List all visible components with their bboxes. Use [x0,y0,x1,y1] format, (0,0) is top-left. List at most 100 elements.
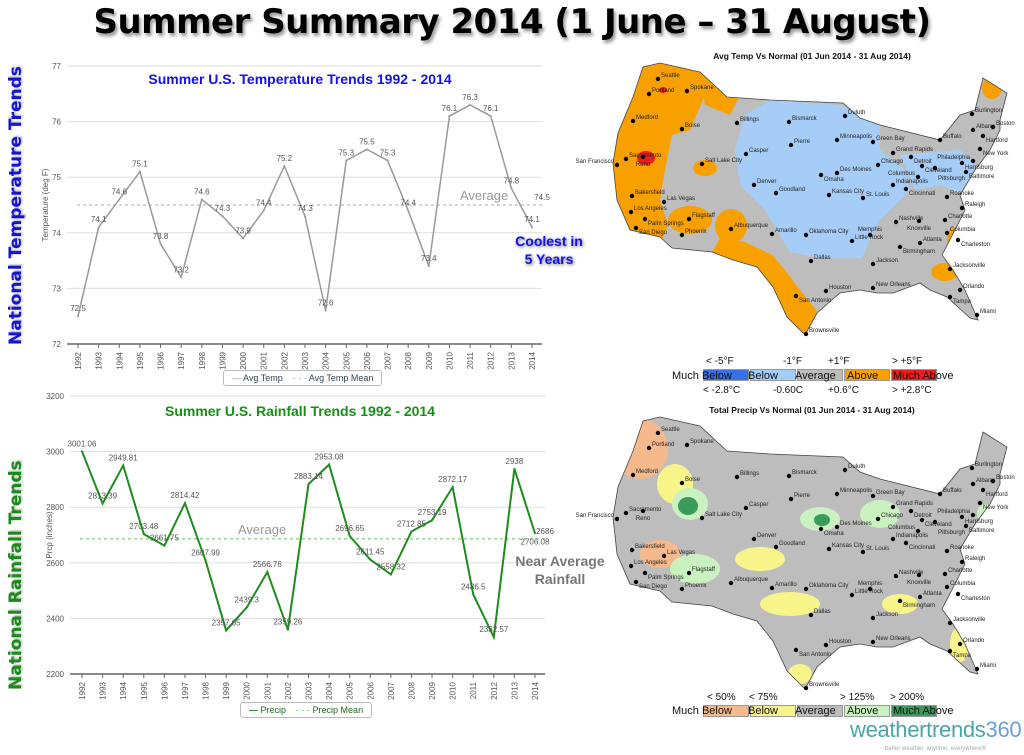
data-label: 74.1 [524,215,540,224]
city-marker: Amarillo [769,228,797,237]
legend-cat: Average [795,705,836,717]
city-label: New York [983,505,1009,511]
city-dot [661,199,667,205]
city-marker: Atlanta [917,237,942,246]
city-marker: San Francisco [576,513,620,522]
city-marker: Brownsville [803,682,840,691]
city-label: Des Moines [840,521,872,527]
y-tick-label: 72 [52,340,61,349]
x-tick-label: 2007 [387,681,396,699]
legend-precip[interactable]: — Precip [249,705,287,715]
city-marker: San Antonio [793,293,832,304]
city-dot [860,549,866,555]
city-dot [916,218,922,224]
city-marker: Jacksonville [947,263,986,272]
data-label: 76.1 [483,104,499,113]
city-dot [969,111,975,117]
city-dot [977,146,983,152]
legend-swatch-much-above [891,369,937,381]
city-label: Bakersfield [635,190,665,196]
data-label: 73.4 [421,254,437,263]
city-marker: Phoenix [679,583,707,592]
data-point [345,159,348,162]
city-dot [867,586,873,592]
city-marker: Portland [646,442,674,451]
city-label: Brownsville [809,682,840,688]
x-tick-label: 2000 [243,681,252,699]
x-tick-label: 1992 [74,351,83,369]
city-label: Palm Springs [648,221,684,227]
city-label: Jackson [876,612,898,618]
data-point [142,533,145,536]
city-dot [834,524,840,530]
city-dot [823,288,829,294]
city-label: Memphis [858,227,882,233]
city-dot [957,287,963,293]
city-marker: Detroit [908,154,932,165]
city-label: Detroit [914,159,932,165]
city-label: Seattle [661,427,680,433]
city-dot [773,544,779,550]
legend-precip-mean[interactable]: - - - Precip Mean [296,705,364,715]
city-label: Miami [980,309,996,315]
city-marker: Grand Rapids [890,147,933,156]
y-tick-label: 2200 [46,670,64,679]
data-point [122,464,125,467]
city-dot [614,162,620,168]
data-point [410,530,413,533]
city-marker: Pierre [788,493,811,502]
city-marker: Dallas [808,255,831,264]
data-point [469,103,472,106]
data-label: 2566.76 [253,560,282,569]
city-label: New Orleans [876,282,911,288]
city-dot [642,216,648,222]
x-tick-label: 2001 [263,681,272,699]
city-label: Oklahoma City [809,229,848,235]
city-label: Atlanta [923,591,942,597]
city-marker: Tampa [947,294,972,305]
legend-avg-temp[interactable]: — Avg Temp [232,373,283,383]
data-label: 74.4 [400,199,416,208]
city-label: Birmingham [903,249,935,255]
city-label: Los Angeles [634,560,667,566]
legend-threshold-c: +0.6°C [828,385,859,396]
city-marker: Detroit [908,508,932,519]
legend-cat: Much Above [893,370,954,382]
city-marker: Cincinnati [903,186,935,197]
city-label: Denver [757,533,776,539]
city-marker: Cincinnati [903,540,935,551]
city-dot [803,586,809,592]
city-dot [947,648,953,654]
city-marker: Pittsburgh [932,165,965,182]
city-marker: New Orleans [870,282,911,291]
legend-cat: Much Above [893,705,954,717]
city-dot [974,666,980,672]
city-label: San Francisco [576,513,615,519]
city-marker: Buffalo [937,134,962,143]
data-point [531,226,533,229]
data-point [159,242,162,245]
city-marker: Birmingham [897,244,935,255]
near-average-annotation: Near Average Rainfall [515,553,605,587]
city-dot [803,685,809,691]
data-point [448,115,451,118]
x-tick-label: 2009 [425,351,434,369]
city-label: Dallas [814,609,831,615]
logo-tagline: better weather, anytime, everywhere® [885,746,987,752]
x-tick-label: 2005 [342,351,351,369]
city-label: Flagstaff [692,213,715,219]
city-label: Knoxville [907,580,932,586]
city-dot [890,504,896,510]
city-dot [734,474,740,480]
city-label: St. Louis [866,546,889,552]
city-marker: Philadelphia [937,509,976,518]
y-tick-label: 3000 [46,448,64,457]
data-point [365,148,368,151]
city-dot [826,546,832,552]
legend-threshold: < 75% [749,692,778,703]
city-marker: Houston [823,285,851,294]
city-marker: San Antonio [793,647,832,658]
city-dot [875,516,881,522]
data-point [138,170,141,173]
legend-avg-temp-mean[interactable]: - - - Avg Temp Mean [292,373,374,383]
